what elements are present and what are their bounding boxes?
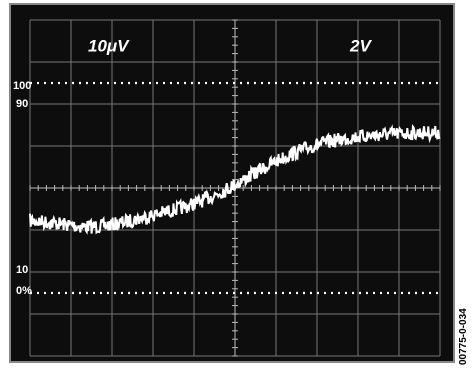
channel-1-scale: 10μV (88, 36, 130, 55)
level-label: 10 (16, 264, 28, 276)
page: 10μV 2V 100 90 10 0% 00775-0-034 (() => … (0, 0, 473, 369)
channel-2-scale: 2V (349, 36, 372, 55)
level-label: 0% (16, 285, 32, 297)
level-label: 100 (13, 80, 31, 92)
figure-id: 00775-0-034 (458, 308, 469, 365)
scope-figure: 10μV 2V 100 90 10 0% 00775-0-034 (0, 0, 473, 369)
level-label: 90 (16, 98, 28, 110)
